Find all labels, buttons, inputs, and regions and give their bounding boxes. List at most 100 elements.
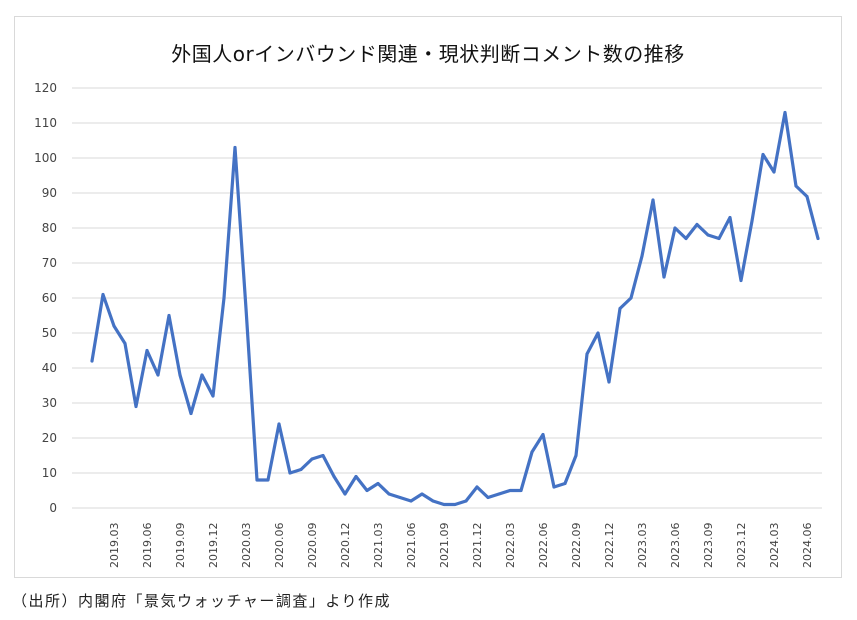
data-point [134, 405, 138, 408]
x-tick-label: 2022.12 [603, 523, 616, 569]
data-point [662, 275, 666, 279]
data-point [618, 307, 622, 310]
data-point [365, 489, 369, 492]
x-tick-label: 2020.06 [273, 523, 286, 569]
data-point [101, 293, 105, 296]
data-point [310, 457, 314, 461]
data-point [332, 475, 336, 478]
data-point [277, 422, 281, 426]
x-tick-label: 2021.03 [372, 523, 385, 569]
data-point [442, 503, 446, 506]
data-point [255, 478, 259, 482]
data-point [706, 233, 710, 237]
y-tick-label: 30 [42, 396, 57, 410]
data-point [684, 237, 688, 240]
x-tick-label: 2024.06 [801, 523, 814, 569]
data-point [508, 489, 512, 492]
y-tick-label: 70 [42, 256, 57, 270]
source-note: （出所）内閣府「景気ウォッチャー調査」より作成 [12, 592, 392, 610]
data-point [552, 485, 556, 489]
x-tick-label: 2023.03 [636, 523, 649, 569]
data-point [673, 226, 677, 230]
data-point [805, 195, 809, 198]
x-tick-label: 2022.03 [504, 523, 517, 569]
data-point [244, 307, 248, 310]
data-point [431, 499, 435, 503]
data-point [453, 503, 457, 506]
data-point [178, 373, 182, 377]
data-point [112, 324, 116, 328]
x-tick-label: 2019.09 [174, 523, 187, 569]
data-point [772, 170, 776, 174]
data-point [629, 296, 633, 300]
data-point [717, 237, 721, 240]
x-tick-label: 2024.03 [768, 523, 781, 569]
y-tick-label: 60 [42, 291, 57, 305]
chart-title: 外国人orインバウンド関連・現状判断コメント数の推移 [171, 42, 685, 66]
y-tick-label: 20 [42, 431, 57, 445]
data-point [585, 352, 589, 356]
data-point [90, 359, 94, 363]
data-point [574, 454, 578, 457]
x-tick-label: 2022.09 [570, 523, 583, 569]
data-point [387, 492, 391, 496]
data-point [695, 223, 699, 226]
x-axis-tick-labels: 2019.03 2019.06 2019.09 2019.12 2020.03 2020.… [108, 523, 814, 569]
data-point [794, 184, 798, 188]
data-point [596, 331, 600, 335]
data-point [145, 349, 149, 352]
x-tick-label: 2021.06 [405, 523, 418, 569]
data-point [816, 237, 820, 240]
data-point [486, 496, 490, 499]
data-point [321, 454, 325, 457]
chart-frame [14, 16, 842, 578]
data-point [651, 198, 655, 202]
data-point [156, 373, 160, 377]
x-tick-label: 2020.12 [339, 523, 352, 569]
gridlines [72, 87, 822, 509]
y-tick-label: 90 [42, 186, 57, 200]
x-tick-label: 2021.12 [471, 523, 484, 569]
data-point [541, 433, 545, 436]
data-point [728, 216, 732, 219]
y-tick-label: 10 [42, 466, 57, 480]
x-tick-label: 2019.12 [207, 523, 220, 569]
y-tick-label: 120 [34, 81, 57, 95]
data-point [398, 496, 402, 499]
x-tick-label: 2021.09 [438, 523, 451, 569]
x-tick-label: 2020.03 [240, 523, 253, 569]
data-point [376, 482, 380, 485]
x-tick-label: 2019.03 [108, 523, 121, 569]
data-point [475, 485, 479, 489]
y-axis-tick-labels: 0 10 20 30 40 50 60 70 80 90 100 110 120 [34, 81, 57, 515]
x-tick-label: 2023.09 [702, 523, 715, 569]
data-point [607, 380, 611, 384]
y-tick-label: 110 [34, 116, 57, 130]
data-point [299, 468, 303, 471]
y-tick-label: 100 [34, 151, 57, 165]
data-point [167, 314, 171, 317]
data-point [640, 254, 644, 258]
data-point [343, 492, 347, 496]
y-tick-label: 50 [42, 326, 57, 340]
data-point [739, 279, 743, 282]
x-tick-label: 2020.09 [306, 523, 319, 569]
data-point [497, 492, 501, 496]
data-point [761, 153, 765, 156]
data-point [354, 475, 358, 478]
data-point [750, 219, 754, 223]
data-point [123, 342, 127, 345]
data-point [464, 499, 468, 503]
data-point [519, 489, 523, 492]
data-point [200, 373, 204, 377]
x-tick-label: 2023.12 [735, 523, 748, 569]
data-point [233, 146, 237, 149]
data-point [189, 412, 193, 415]
y-tick-label: 40 [42, 361, 57, 375]
data-point [266, 478, 270, 482]
series-layer [90, 110, 820, 507]
y-tick-label: 0 [49, 501, 57, 515]
data-point [409, 499, 413, 503]
x-tick-label: 2019.06 [141, 523, 154, 569]
